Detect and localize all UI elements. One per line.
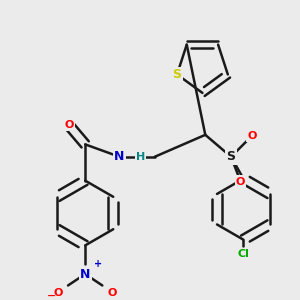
Text: O: O bbox=[247, 131, 257, 141]
Text: N: N bbox=[114, 150, 125, 163]
Text: Cl: Cl bbox=[238, 249, 249, 259]
Text: −: − bbox=[47, 291, 56, 300]
Text: S: S bbox=[172, 68, 182, 81]
Text: S: S bbox=[226, 150, 236, 163]
Text: O: O bbox=[236, 177, 245, 187]
Text: O: O bbox=[107, 288, 117, 298]
Text: O: O bbox=[54, 288, 63, 298]
Text: O: O bbox=[64, 120, 74, 130]
Text: H: H bbox=[136, 152, 145, 162]
Text: +: + bbox=[94, 260, 102, 269]
Text: N: N bbox=[80, 268, 90, 281]
